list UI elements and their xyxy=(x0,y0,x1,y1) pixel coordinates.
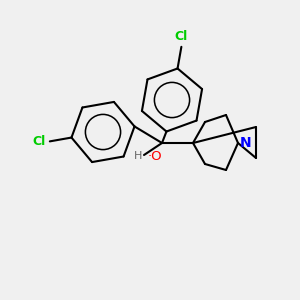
Text: H: H xyxy=(134,151,142,161)
Text: N: N xyxy=(240,136,252,150)
Text: ·O: ·O xyxy=(148,149,163,163)
Text: Cl: Cl xyxy=(175,30,188,43)
Text: Cl: Cl xyxy=(33,135,46,148)
